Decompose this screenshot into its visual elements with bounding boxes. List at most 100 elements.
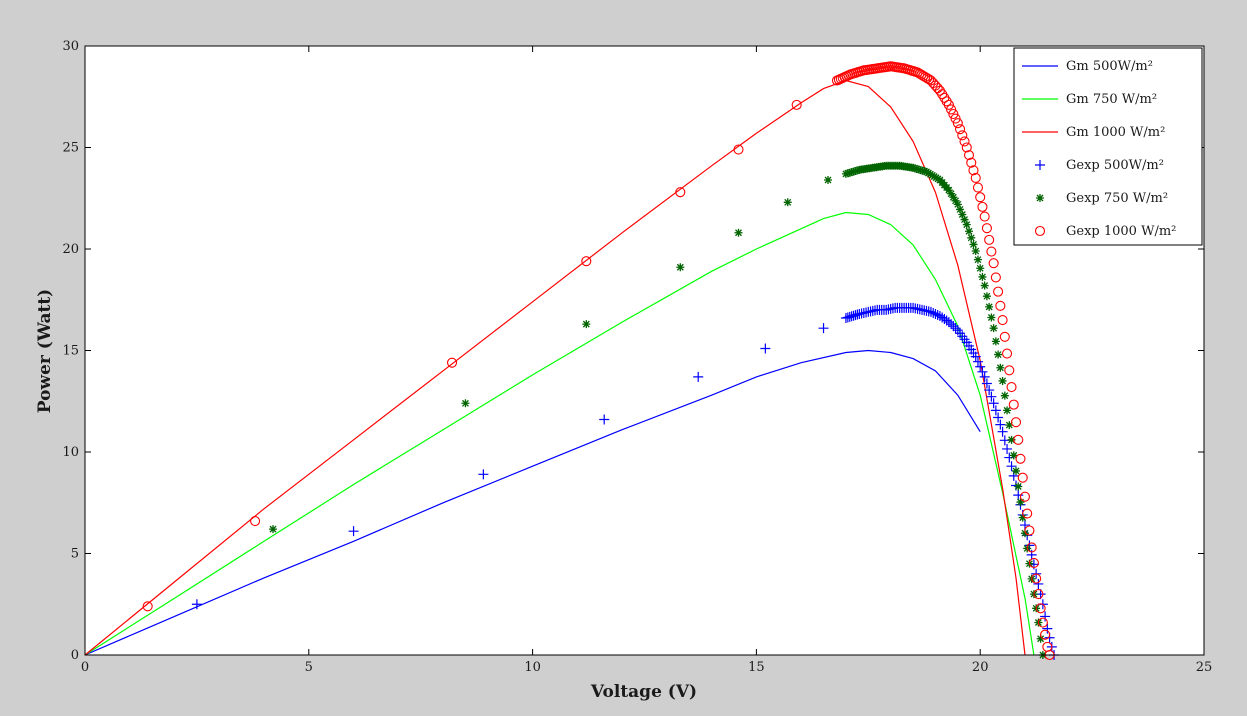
series-5-point-66 bbox=[948, 108, 959, 120]
series-4-point-60 bbox=[944, 186, 953, 195]
series-4-point-1 bbox=[461, 399, 470, 408]
series-4-point-67 bbox=[960, 215, 969, 224]
series-3-point-2 bbox=[478, 469, 489, 480]
legend: Gm 500W/m² Gm 750 W/m² Gm 1000 W/m² Gexp 50… bbox=[1013, 47, 1203, 246]
series-5-point-104 bbox=[1033, 589, 1044, 600]
x-tick-label-0: 0 bbox=[81, 660, 89, 675]
x-tick-label-5: 25 bbox=[1196, 660, 1213, 675]
series-3-point-71 bbox=[981, 378, 992, 389]
series-5-point-94 bbox=[1010, 417, 1022, 428]
series-5-point-82 bbox=[984, 234, 995, 245]
series-3-point-6 bbox=[818, 323, 829, 334]
y-tick-label-6: 30 bbox=[62, 39, 79, 54]
series-5-point-71 bbox=[959, 136, 970, 147]
series-3-point-78 bbox=[997, 426, 1008, 437]
series-line-2 bbox=[84, 79, 1026, 656]
series-5-point-3 bbox=[581, 256, 592, 267]
series-5-point-6 bbox=[791, 99, 802, 110]
x-axis-label: Voltage (V) bbox=[590, 682, 697, 702]
series-3-point-0 bbox=[191, 599, 202, 610]
series-5-point-96 bbox=[1015, 453, 1026, 464]
legend-label-2: Gm 1000 W/m² bbox=[1066, 125, 1165, 140]
series-4-point-68 bbox=[962, 220, 971, 229]
series-3-point-85 bbox=[1013, 490, 1024, 501]
series-4-point-65 bbox=[956, 205, 965, 214]
series-5-point-87 bbox=[995, 300, 1006, 311]
series-4-point-5 bbox=[783, 198, 792, 207]
series-3-point-48 bbox=[930, 308, 941, 319]
series-5-point-98 bbox=[1019, 491, 1031, 502]
y-tick-label-2: 10 bbox=[62, 445, 79, 460]
series-3-point-3 bbox=[599, 414, 610, 425]
series-5-point-83 bbox=[986, 246, 997, 257]
legend-label-5: Gexp 1000 W/m² bbox=[1066, 224, 1176, 239]
series-4-point-94 bbox=[1020, 529, 1029, 538]
series-3-point-55 bbox=[946, 319, 957, 330]
legend-label-1: Gm 750 W/m² bbox=[1066, 92, 1157, 107]
series-3-point-98 bbox=[1042, 623, 1053, 634]
series-3-point-67 bbox=[972, 356, 983, 367]
series-5-point-2 bbox=[446, 357, 458, 368]
series-5-point-95 bbox=[1013, 434, 1024, 445]
series-3-point-5 bbox=[760, 343, 771, 354]
series-5-point-75 bbox=[968, 165, 979, 176]
series-5-point-67 bbox=[950, 113, 961, 124]
series-5-point-91 bbox=[1004, 365, 1015, 376]
x-axis-ticks: 0 5 10 15 20 25 bbox=[81, 46, 1212, 675]
y-tick-label-4: 20 bbox=[62, 242, 79, 257]
series-5-point-102 bbox=[1028, 557, 1039, 569]
series-5-point-64 bbox=[943, 99, 954, 110]
legend-swatch-4 bbox=[1036, 194, 1044, 202]
series-5-point-90 bbox=[1002, 348, 1013, 359]
series-5-point-69 bbox=[955, 124, 966, 135]
series-5-point-100 bbox=[1024, 525, 1035, 536]
series-4-point-91 bbox=[1014, 482, 1023, 491]
series-3-point-97 bbox=[1040, 611, 1051, 622]
series-5-point-80 bbox=[979, 211, 990, 222]
series-5-point-99 bbox=[1022, 508, 1033, 519]
series-5-point-65 bbox=[946, 104, 957, 115]
series-3-point-81 bbox=[1004, 452, 1015, 463]
series-3-point-47 bbox=[928, 307, 939, 318]
x-tick-label-2: 10 bbox=[524, 660, 541, 675]
series-5-point-68 bbox=[952, 118, 963, 129]
series-5-point-73 bbox=[963, 150, 975, 161]
series-4-point-71 bbox=[969, 240, 978, 249]
series-4-point-66 bbox=[958, 210, 967, 219]
legend-swatch-3 bbox=[1035, 160, 1045, 170]
series-5-point-105 bbox=[1035, 603, 1046, 614]
series-4-point-6 bbox=[824, 175, 833, 184]
series-3-point-49 bbox=[932, 309, 943, 320]
series-5-point-74 bbox=[966, 157, 977, 168]
series-5-point-84 bbox=[988, 258, 999, 269]
series-4-point-83 bbox=[996, 363, 1005, 372]
series-4-point-62 bbox=[949, 193, 958, 202]
series-line-1 bbox=[84, 211, 1035, 656]
x-tick-label-4: 20 bbox=[972, 660, 989, 675]
series-line-0 bbox=[84, 349, 981, 656]
series-4-point-84 bbox=[998, 376, 1007, 385]
legend-label-0: Gm 500W/m² bbox=[1066, 59, 1153, 74]
y-axis-ticks: 0 5 10 15 20 25 30 bbox=[62, 39, 1204, 663]
series-3-point-73 bbox=[986, 391, 997, 402]
legend-label-3: Gexp 500W/m² bbox=[1066, 158, 1164, 173]
series-4-point-90 bbox=[1012, 466, 1021, 475]
series-5-point-86 bbox=[993, 286, 1004, 297]
series-5-point-0 bbox=[142, 601, 153, 612]
series-3-point-1 bbox=[348, 526, 359, 537]
series-5-point-93 bbox=[1008, 399, 1019, 410]
series-5-point-106 bbox=[1037, 617, 1048, 628]
legend-box bbox=[1013, 47, 1203, 246]
series-5-point-97 bbox=[1017, 472, 1028, 483]
series-4-point-88 bbox=[1007, 435, 1016, 444]
series-5-point-77 bbox=[972, 182, 984, 193]
series-4-point-74 bbox=[976, 264, 985, 273]
legend-label-4: Gexp 750 W/m² bbox=[1066, 191, 1168, 206]
series-5-point-101 bbox=[1026, 542, 1037, 553]
series-4-point-0 bbox=[268, 525, 277, 534]
series-5-point-92 bbox=[1006, 381, 1017, 393]
series-4-point-93 bbox=[1018, 513, 1027, 522]
series-3-point-74 bbox=[988, 398, 999, 409]
series-4-point-78 bbox=[985, 302, 994, 311]
